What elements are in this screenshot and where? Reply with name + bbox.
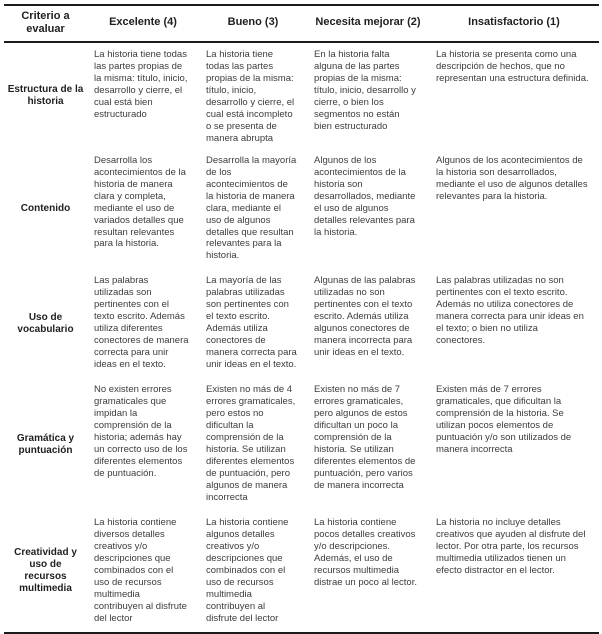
rubric-cell: Existen no más de 7 errores gramaticales… <box>314 384 416 491</box>
criterion-label-creatividad: Creatividad y uso de recursos multimedia <box>14 547 77 595</box>
column-header-insatisfactorio: Insatisfactorio (1) <box>429 5 599 43</box>
criterion-label-contenido: Contenido <box>20 203 71 215</box>
rubric-cell: Las palabras utilizadas son pertinentes … <box>94 275 189 371</box>
rubric-cell: Algunos de los acontecimientos de la his… <box>314 154 416 238</box>
rubric-cell: Algunos de los acontecimientos de la his… <box>436 154 588 202</box>
rubric-cell: Algunas de las palabras utilizadas no so… <box>314 275 416 359</box>
rubric-cell: La historia tiene todas las partes propi… <box>206 48 295 144</box>
column-header-excelente: Excelente (4) <box>87 5 199 43</box>
rubric-cell: La historia se presenta como una descrip… <box>436 48 589 84</box>
rubric-cell: La mayoría de las palabras utilizadas so… <box>206 275 297 371</box>
criterion-label-estructura: Estructura de la historia <box>7 83 84 107</box>
rubric-cell: Existen más de 7 errores gramaticales, q… <box>436 384 572 455</box>
rubric-header-row: Criterio a evaluar Excelente (4) Bueno (… <box>4 5 599 43</box>
evaluation-rubric-table: Criterio a evaluar Excelente (4) Bueno (… <box>4 4 599 634</box>
rubric-cell: La historia tiene todas las partes propi… <box>94 48 188 120</box>
rubric-cell: Desarrolla la mayoría de los acontecimie… <box>206 154 297 262</box>
rubric-cell: Desarrolla los acontecimientos de la his… <box>94 154 186 250</box>
rubric-cell: En la historia falta alguna de las parte… <box>314 48 416 132</box>
column-header-criterio: Criterio a evaluar <box>4 5 87 43</box>
column-header-bueno: Bueno (3) <box>199 5 307 43</box>
criterion-label-vocabulario: Uso de vocabulario <box>17 311 74 335</box>
rubric-cell: La historia no incluye detalles creativo… <box>436 516 586 576</box>
rubric-cell: La historia contiene pocos detalles crea… <box>314 516 417 588</box>
rubric-cell: Las palabras utilizadas no son pertinent… <box>436 275 584 347</box>
rubric-cell: Existen no más de 4 errores gramaticales… <box>206 384 296 503</box>
table-row-gramatica: Gramática y puntuación No existen errore… <box>4 378 599 511</box>
rubric-cell: La historia contiene algunos detalles cr… <box>206 516 289 624</box>
table-row-creatividad: Creatividad y uso de recursos multimedia… <box>4 511 599 633</box>
rubric-cell: No existen errores gramaticales que impi… <box>94 384 188 479</box>
criterion-label-gramatica: Gramática y puntuación <box>16 432 75 456</box>
table-row-contenido: Contenido Desarrolla los acontecimientos… <box>4 149 599 270</box>
column-header-necesita-mejorar: Necesita mejorar (2) <box>307 5 429 43</box>
rubric-cell: La historia contiene diversos detalles c… <box>94 516 187 624</box>
table-row-estructura: Estructura de la historia La historia ti… <box>4 42 599 149</box>
table-row-vocabulario: Uso de vocabulario Las palabras utilizad… <box>4 269 599 378</box>
